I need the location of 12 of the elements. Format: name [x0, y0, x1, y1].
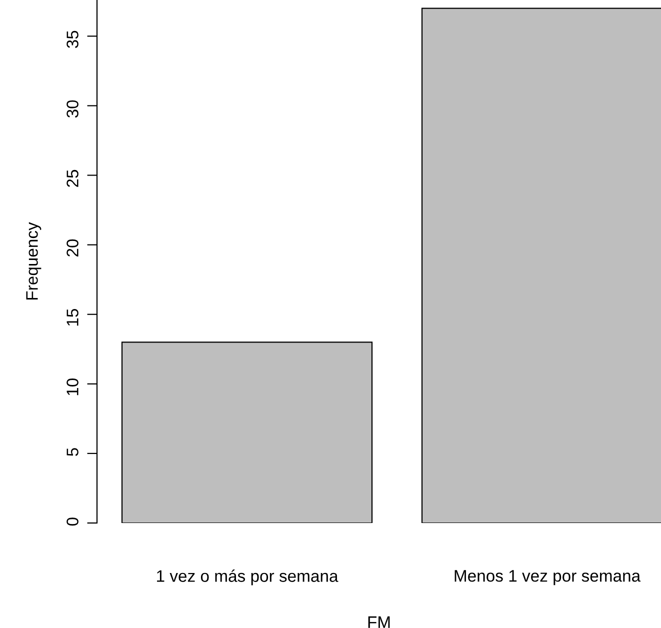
y-tick-label: 25: [66, 170, 78, 187]
y-tick-label: 5: [66, 448, 78, 456]
y-tick-label: 0: [66, 518, 78, 526]
x-axis-title: FM: [368, 616, 390, 628]
y-tick-label: 35: [66, 30, 78, 48]
x-tick-label: Menos 1 vez por semana: [454, 570, 641, 586]
y-tick-label: 30: [66, 100, 78, 118]
y-tick-label: 15: [66, 309, 78, 326]
x-tick-label: 1 vez o más por semana: [157, 570, 338, 586]
y-tick-label: 10: [66, 378, 78, 396]
y-tick-label: 20: [66, 239, 78, 256]
y-axis-title: Frequency: [26, 222, 42, 300]
